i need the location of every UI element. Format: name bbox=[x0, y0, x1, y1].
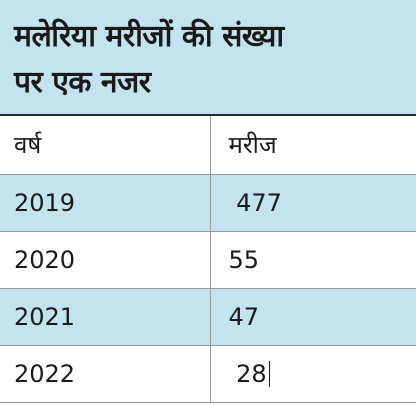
patients-cell: 55 bbox=[209, 231, 416, 289]
patients-cell: 47 bbox=[209, 288, 416, 346]
table-header-row: वर्ष मरीज bbox=[0, 116, 416, 175]
title-block: मलेरिया मरीजों की संख्या पर एक नजर bbox=[0, 0, 416, 116]
year-cell: 2020 bbox=[0, 231, 210, 289]
patients-cell[interactable]: 28 bbox=[209, 345, 416, 403]
year-cell: 2019 bbox=[0, 174, 210, 232]
patients-value: 477 bbox=[236, 188, 282, 217]
year-cell: 2021 bbox=[0, 288, 210, 346]
text-cursor bbox=[268, 360, 270, 387]
table-row: 2020 55 bbox=[0, 231, 416, 289]
header-patients: मरीज bbox=[209, 116, 416, 175]
patients-table: वर्ष मरीज 2019 477 2020 55 2021 47 2022 … bbox=[0, 116, 416, 403]
title-line-2: पर एक नजर bbox=[14, 65, 151, 100]
title-line-1: मलेरिया मरीजों की संख्या bbox=[14, 19, 284, 54]
table-row: 2022 28 bbox=[0, 345, 416, 403]
header-year: वर्ष bbox=[0, 116, 210, 175]
patients-cell: 477 bbox=[209, 174, 416, 232]
patients-value: 28 bbox=[236, 359, 267, 388]
table-row: 2021 47 bbox=[0, 288, 416, 346]
table-row: 2019 477 bbox=[0, 174, 416, 232]
year-cell: 2022 bbox=[0, 345, 210, 403]
